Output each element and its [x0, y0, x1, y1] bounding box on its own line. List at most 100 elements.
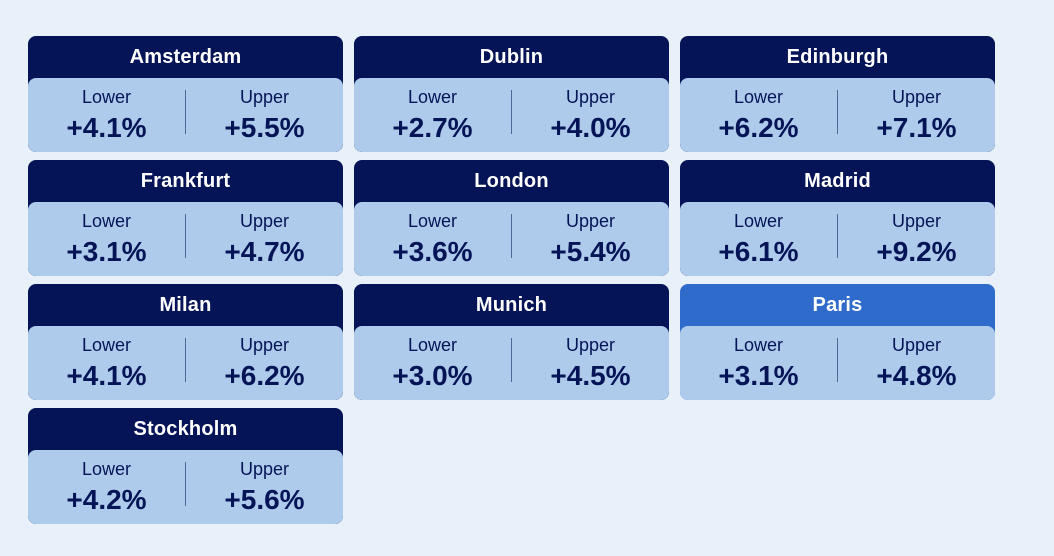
lower-value: +3.0% — [392, 360, 473, 391]
column-divider — [185, 90, 186, 134]
upper-label: Upper — [565, 335, 616, 355]
lower-column: Lower +6.2% — [680, 78, 837, 152]
city-card-london[interactable]: London Lower +3.6% Upper +5.4% — [354, 160, 669, 276]
upper-value: +5.4% — [550, 236, 631, 267]
lower-label: Lower — [733, 87, 784, 107]
upper-column: Upper +9.2% — [838, 202, 995, 276]
lower-value: +2.7% — [392, 112, 473, 143]
range-panel: Lower +3.1% Upper +4.7% — [28, 202, 343, 276]
lower-value: +4.1% — [66, 112, 147, 143]
upper-value: +4.5% — [550, 360, 631, 391]
column-divider — [185, 338, 186, 382]
upper-column: Upper +4.0% — [512, 78, 669, 152]
city-name: Milan — [159, 294, 212, 316]
upper-value: +4.0% — [550, 112, 631, 143]
range-panel: Lower +3.0% Upper +4.5% — [354, 326, 669, 400]
lower-column: Lower +4.1% — [28, 326, 185, 400]
lower-label: Lower — [81, 211, 132, 231]
upper-label: Upper — [565, 87, 616, 107]
lower-value: +3.1% — [718, 360, 799, 391]
upper-column: Upper +4.8% — [838, 326, 995, 400]
city-name: Amsterdam — [129, 46, 242, 68]
lower-value: +4.1% — [66, 360, 147, 391]
column-divider — [185, 214, 186, 258]
lower-value: +4.2% — [66, 484, 147, 515]
lower-column: Lower +3.6% — [354, 202, 511, 276]
lower-column: Lower +6.1% — [680, 202, 837, 276]
city-card-milan[interactable]: Milan Lower +4.1% Upper +6.2% — [28, 284, 343, 400]
range-panel: Lower +4.1% Upper +5.5% — [28, 78, 343, 152]
city-name: Edinburgh — [786, 46, 889, 68]
range-panel: Lower +2.7% Upper +4.0% — [354, 78, 669, 152]
upper-value: +4.7% — [224, 236, 305, 267]
upper-column: Upper +5.4% — [512, 202, 669, 276]
upper-value: +4.8% — [876, 360, 957, 391]
lower-label: Lower — [733, 335, 784, 355]
lower-label: Lower — [81, 87, 132, 107]
city-card-dublin[interactable]: Dublin Lower +2.7% Upper +4.0% — [354, 36, 669, 152]
upper-value: +6.2% — [224, 360, 305, 391]
city-card-paris[interactable]: Paris Lower +3.1% Upper +4.8% — [680, 284, 995, 400]
lower-column: Lower +4.2% — [28, 450, 185, 524]
lower-value: +6.1% — [718, 236, 799, 267]
city-card-stockholm[interactable]: Stockholm Lower +4.2% Upper +5.6% — [28, 408, 343, 524]
lower-label: Lower — [407, 87, 458, 107]
lower-value: +6.2% — [718, 112, 799, 143]
upper-label: Upper — [239, 211, 290, 231]
range-panel: Lower +3.6% Upper +5.4% — [354, 202, 669, 276]
upper-label: Upper — [891, 87, 942, 107]
city-name: Madrid — [804, 170, 871, 192]
column-divider — [511, 90, 512, 134]
lower-value: +3.1% — [66, 236, 147, 267]
city-name: Stockholm — [133, 418, 238, 440]
column-divider — [511, 214, 512, 258]
lower-label: Lower — [81, 459, 132, 479]
range-panel: Lower +6.2% Upper +7.1% — [680, 78, 995, 152]
range-panel: Lower +4.2% Upper +5.6% — [28, 450, 343, 524]
city-name: Dublin — [479, 46, 544, 68]
lower-column: Lower +3.1% — [680, 326, 837, 400]
upper-label: Upper — [239, 335, 290, 355]
upper-column: Upper +7.1% — [838, 78, 995, 152]
upper-label: Upper — [891, 335, 942, 355]
lower-column: Lower +3.0% — [354, 326, 511, 400]
range-panel: Lower +4.1% Upper +6.2% — [28, 326, 343, 400]
upper-value: +7.1% — [876, 112, 957, 143]
city-name: Frankfurt — [140, 170, 231, 192]
city-name: Munich — [475, 294, 548, 316]
upper-label: Upper — [565, 211, 616, 231]
lower-column: Lower +4.1% — [28, 78, 185, 152]
lower-label: Lower — [733, 211, 784, 231]
range-panel: Lower +6.1% Upper +9.2% — [680, 202, 995, 276]
city-card-madrid[interactable]: Madrid Lower +6.1% Upper +9.2% — [680, 160, 995, 276]
lower-label: Lower — [81, 335, 132, 355]
column-divider — [185, 462, 186, 506]
upper-label: Upper — [239, 87, 290, 107]
city-card-frankfurt[interactable]: Frankfurt Lower +3.1% Upper +4.7% — [28, 160, 343, 276]
column-divider — [511, 338, 512, 382]
column-divider — [837, 338, 838, 382]
upper-column: Upper +5.5% — [186, 78, 343, 152]
lower-column: Lower +2.7% — [354, 78, 511, 152]
city-name: Paris — [812, 294, 863, 316]
upper-value: +5.5% — [224, 112, 305, 143]
city-card-amsterdam[interactable]: Amsterdam Lower +4.1% Upper +5.5% — [28, 36, 343, 152]
column-divider — [837, 214, 838, 258]
lower-column: Lower +3.1% — [28, 202, 185, 276]
upper-column: Upper +6.2% — [186, 326, 343, 400]
upper-column: Upper +4.7% — [186, 202, 343, 276]
upper-label: Upper — [891, 211, 942, 231]
upper-column: Upper +5.6% — [186, 450, 343, 524]
lower-value: +3.6% — [392, 236, 473, 267]
city-card-munich[interactable]: Munich Lower +3.0% Upper +4.5% — [354, 284, 669, 400]
lower-label: Lower — [407, 335, 458, 355]
upper-value: +5.6% — [224, 484, 305, 515]
lower-label: Lower — [407, 211, 458, 231]
city-card-edinburgh[interactable]: Edinburgh Lower +6.2% Upper +7.1% — [680, 36, 995, 152]
upper-value: +9.2% — [876, 236, 957, 267]
upper-column: Upper +4.5% — [512, 326, 669, 400]
upper-label: Upper — [239, 459, 290, 479]
column-divider — [837, 90, 838, 134]
range-panel: Lower +3.1% Upper +4.8% — [680, 326, 995, 400]
city-card-grid: Amsterdam Lower +4.1% Upper +5.5% Dublin… — [28, 36, 995, 524]
